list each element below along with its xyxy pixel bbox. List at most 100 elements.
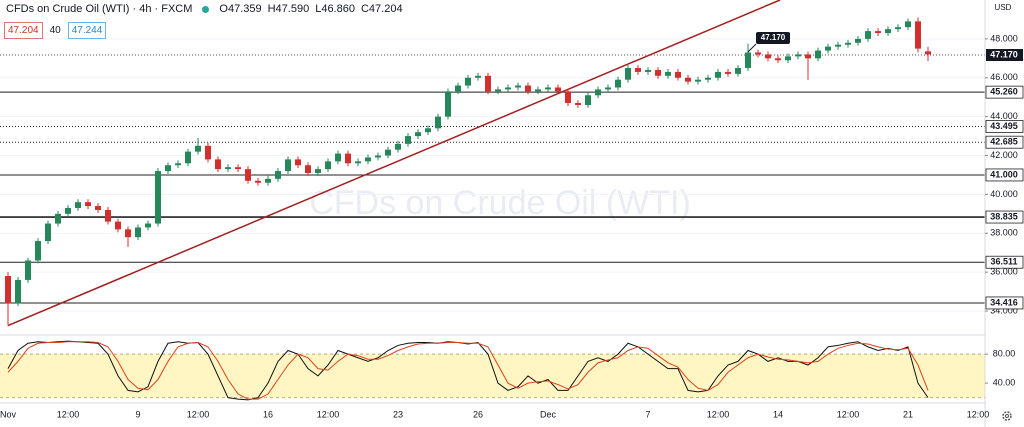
buy-badge[interactable]: 47.244 [67,22,107,39]
candle-body [65,208,71,214]
ohlc-open: O47.359 [219,3,262,15]
x-tick-label: 23 [393,409,403,419]
level-label: 38.835 [990,211,1018,221]
last-price-label: 47.170 [990,49,1018,59]
x-tick-label: 16 [263,409,273,419]
stochastic-pane [0,340,985,401]
candle-body [795,54,801,57]
y-tick-label: 48.000 [990,33,1018,43]
candle-body [255,180,261,183]
level-label: 41.000 [990,169,1018,179]
candle-body [305,165,311,174]
candle-body [565,91,571,104]
candle-body [85,202,91,207]
candle-body [265,178,271,183]
candle-body [455,85,461,92]
candle-body [405,136,411,144]
candle-body [55,213,61,224]
candle-body [535,89,541,92]
candle-body [775,58,781,61]
y-tick-label: 36.000 [990,267,1018,277]
level-label-box [985,168,1024,182]
x-tick-label: 9 [135,409,140,419]
candle-body [575,103,581,105]
x-tick-label: 12:00 [837,409,860,419]
level-label-box [985,255,1024,269]
x-tick-label: 12:00 [707,409,730,419]
x-tick-label: 12:00 [317,409,340,419]
watermark: CFDs on Crude Oil (WTI) [309,184,691,222]
candle-body [395,143,401,150]
price-note-label: 47.170 [761,33,786,42]
level-label: 45.260 [990,87,1018,97]
stochastic-line [7,341,929,400]
candle-body [275,171,281,179]
candle-body [825,46,831,51]
main-pane [0,0,985,327]
y-tick-label: 34.000 [990,305,1018,315]
candle-body [695,79,701,82]
gear-ring [1002,411,1012,421]
level-label-box [985,85,1024,99]
candle-body [865,31,871,39]
candle-body [755,52,761,55]
candle-body [105,209,111,222]
candle-body [285,159,291,172]
candle-body [745,52,751,69]
level-label-box [985,210,1024,224]
candle-body [665,71,671,76]
candle-body [15,279,21,304]
candle-body [815,50,821,59]
level-label-box [985,135,1024,149]
candle-body [475,75,481,78]
candle-body [75,202,81,209]
y-tick-label: 46.000 [990,72,1018,82]
level-label-box [985,296,1024,310]
ohlc-low: L46.860 [315,3,355,15]
candle-body [355,161,361,164]
y-tick-label: 38.000 [990,228,1018,238]
candle-body [215,159,221,170]
candle-body [5,276,11,304]
level-label: 34.416 [990,297,1018,307]
candle-body [805,54,811,59]
x-tick-label: 21 [903,409,913,419]
ohlc-high: H47.590 [267,3,310,15]
candle-body [885,29,891,34]
candle-body [325,161,331,170]
y-tick-label: 44.000 [990,111,1018,121]
level-label: 43.495 [990,121,1018,131]
candle-body [925,51,931,55]
candle-body [625,68,631,80]
candle-body [145,223,151,228]
candle-body [765,54,771,59]
candle-body [675,71,681,78]
candle-body [605,87,611,90]
ohlc-close: C47.204 [360,3,403,15]
level-label: 36.511 [990,257,1017,267]
sell-badge[interactable]: 47.204 [4,22,43,39]
badges: 47.204 40 47.244 [4,22,107,39]
price-note-pointer [747,43,757,53]
x-tick-label: 12:00 [967,409,990,419]
last-price-box [986,49,1023,62]
candle-body [225,167,231,170]
candle-body [135,227,141,238]
candle-body [555,87,561,92]
price-note-box [756,32,790,44]
candle-body [35,241,41,261]
x-tick-label: 26 [473,409,483,419]
candle-body [465,77,471,86]
candle-body [895,27,901,30]
candle-body [195,145,201,152]
x-tick-label: 7 [645,409,650,419]
candle-body [25,260,31,280]
candle-body [655,69,661,76]
candle-body [425,128,431,133]
candle-body [45,223,51,242]
candle-body [705,77,711,80]
settings-icon[interactable] [1002,411,1012,421]
stochastic-band [0,354,985,398]
x-tick-label: Nov [0,409,16,419]
symbol-title: CFDs on Crude Oil (WTI) · 4h · FXCM [6,3,193,15]
